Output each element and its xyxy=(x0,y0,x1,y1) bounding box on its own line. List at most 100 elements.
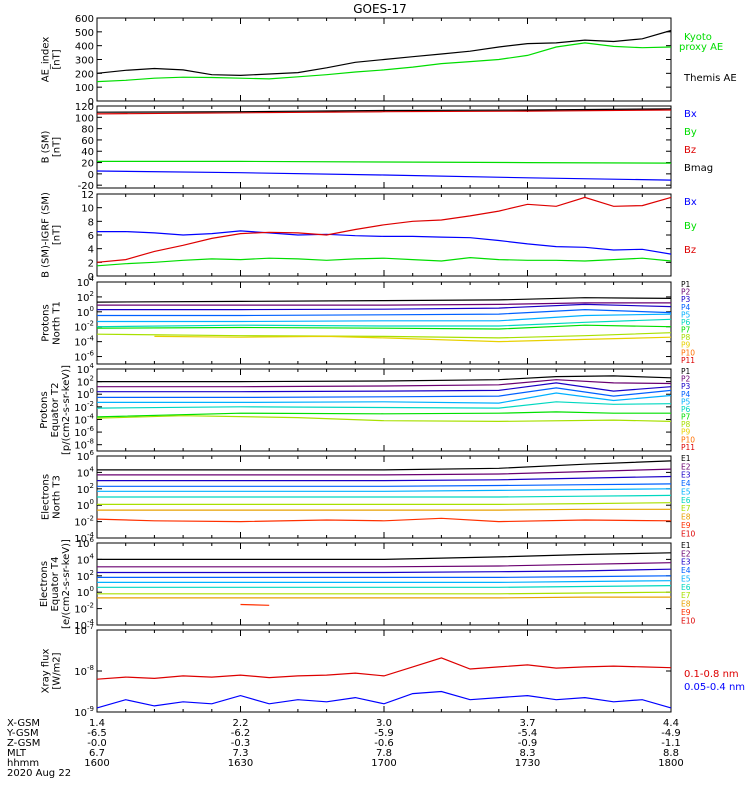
legend-entry: By xyxy=(684,127,697,138)
plot-title: GOES-17 xyxy=(353,2,407,16)
x-axis-row-value: 6.7 xyxy=(89,748,105,759)
legend-entry: E9 xyxy=(681,521,691,530)
x-axis-row-label: Y-GSM xyxy=(6,728,39,739)
legend-entry: P7 xyxy=(681,413,691,422)
y-tick-label: 20 xyxy=(81,159,94,170)
y-tick-label: 100 xyxy=(77,498,94,512)
date-label: 2020 Aug 22 xyxy=(7,768,71,779)
legend-entry: P5 xyxy=(681,310,691,319)
y-axis-label: North T1 xyxy=(52,301,63,345)
series-line-p7 xyxy=(96,411,671,418)
series-line-p1 xyxy=(97,375,672,383)
series-line-e8 xyxy=(97,596,671,599)
x-axis-row-label: Z-GSM xyxy=(7,738,40,749)
y-tick-label: 0 xyxy=(88,170,94,181)
x-axis-row-value: 8.3 xyxy=(520,748,536,759)
legend-entry: 0.1-0.8 nm xyxy=(684,669,739,680)
legend-entry: E7 xyxy=(681,504,691,513)
x-axis-row-value: 3.0 xyxy=(376,718,392,729)
x-axis-row-value: -0.9 xyxy=(518,738,538,749)
y-tick-label: 120 xyxy=(75,102,94,113)
x-axis-row-value: 8.8 xyxy=(663,748,679,759)
legend-entry: P1 xyxy=(681,367,691,376)
series-line-bx xyxy=(97,230,672,255)
series-line-by xyxy=(97,160,672,164)
x-axis-row-value: 7.3 xyxy=(233,748,249,759)
series-line-p8 xyxy=(96,332,672,339)
legend-entry: Themis AE xyxy=(683,73,737,84)
y-tick-label: 104 xyxy=(77,552,95,566)
series-line-bz xyxy=(96,196,672,263)
panel-frame xyxy=(96,629,672,713)
x-axis-row-value: 1600 xyxy=(84,758,109,769)
y-tick-label: 104 xyxy=(77,275,95,289)
legend-entry: E4 xyxy=(681,479,691,488)
y-axis-label: Protons xyxy=(39,391,50,428)
x-axis-row-value: 1630 xyxy=(228,758,253,769)
legend-entry: Bz xyxy=(684,145,696,156)
y-tick-label: 60 xyxy=(81,136,94,147)
legend-entry: P4 xyxy=(681,390,691,399)
legend-entry: P3 xyxy=(681,382,691,391)
y-tick-label: 10-4 xyxy=(74,335,94,349)
y-axis-label: B (SM) xyxy=(41,130,52,163)
legend-entry: Bz xyxy=(684,245,696,256)
series-line-e5 xyxy=(97,488,672,492)
y-tick-label: 500 xyxy=(75,28,94,39)
legend-entry: P3 xyxy=(681,295,691,304)
legend-entry: P8 xyxy=(681,420,691,429)
x-axis-row-value: 1.4 xyxy=(89,718,105,729)
series-line-e8 xyxy=(97,508,671,511)
series-line-0-05-0-4-nm xyxy=(96,690,672,709)
y-tick-label: 10-2 xyxy=(74,320,94,334)
series-line-p1 xyxy=(96,297,672,303)
series-line-e1 xyxy=(97,460,672,471)
y-axis-label: [nT] xyxy=(52,49,63,69)
series-line-0-1-0-8-nm xyxy=(96,657,672,680)
y-tick-label: 0 xyxy=(88,272,94,283)
legend-entry: E1 xyxy=(681,541,691,550)
panel-3: 0 2 4 6 8 10 12 B (SM)-IGRF (SM) [nT] Bx By Bz xyxy=(41,190,697,283)
y-tick-label: 300 xyxy=(75,56,94,67)
y-tick-label: 0 xyxy=(88,97,94,108)
legend-entry: P1 xyxy=(681,280,691,289)
x-axis-row-value: -0.6 xyxy=(374,738,394,749)
legend-entry: E6 xyxy=(681,496,691,505)
y-tick-label: 100 xyxy=(75,113,94,124)
x-axis-row-value: 3.7 xyxy=(520,718,536,729)
x-axis-row-value: -5.4 xyxy=(518,728,538,739)
y-tick-label: 10 xyxy=(81,204,94,215)
legend-entry: E8 xyxy=(681,600,691,609)
legend-entry: P2 xyxy=(681,288,691,297)
x-axis-row-value: -5.9 xyxy=(374,728,394,739)
y-tick-label: 10-7 xyxy=(74,623,94,637)
x-axis-row-value: 1730 xyxy=(515,758,540,769)
series-line-e4 xyxy=(97,575,672,579)
series-line-e3 xyxy=(97,475,672,482)
legend-entry: E10 xyxy=(681,616,696,625)
legend-entry: P7 xyxy=(681,326,691,335)
y-tick-label: 100 xyxy=(77,305,94,319)
y-tick-label: -20 xyxy=(78,181,94,192)
series-line-bx xyxy=(96,170,672,181)
legend-entry: P11 xyxy=(681,356,695,365)
legend-entry: E5 xyxy=(681,487,691,496)
y-tick-label: 100 xyxy=(75,83,94,94)
legend-entry: P9 xyxy=(681,341,691,350)
y-tick-label: 10-2 xyxy=(74,602,94,616)
legend-entry: P10 xyxy=(681,435,695,444)
panel-8: 10-7 10-8 10-9 Xray flux [W/m2] 0.1-0.8 nm 0.0… xyxy=(41,623,746,719)
series-line-p3 xyxy=(97,303,672,311)
y-axis-label: AE_index xyxy=(41,37,52,83)
legend-entry: Bx xyxy=(684,197,697,208)
panel-1: 0 100 200 300 400 500 600 AE_index [nT] Kyotoprox… xyxy=(41,14,737,108)
series-line-p4 xyxy=(97,387,672,398)
y-axis-label: North T3 xyxy=(52,475,63,519)
series-line-e7 xyxy=(97,502,672,505)
x-axis-row-value: -1.1 xyxy=(661,738,681,749)
legend-entry: P9 xyxy=(681,428,691,437)
x-axis-row-value: -6.5 xyxy=(87,728,107,739)
series-line-e2 xyxy=(97,468,672,476)
